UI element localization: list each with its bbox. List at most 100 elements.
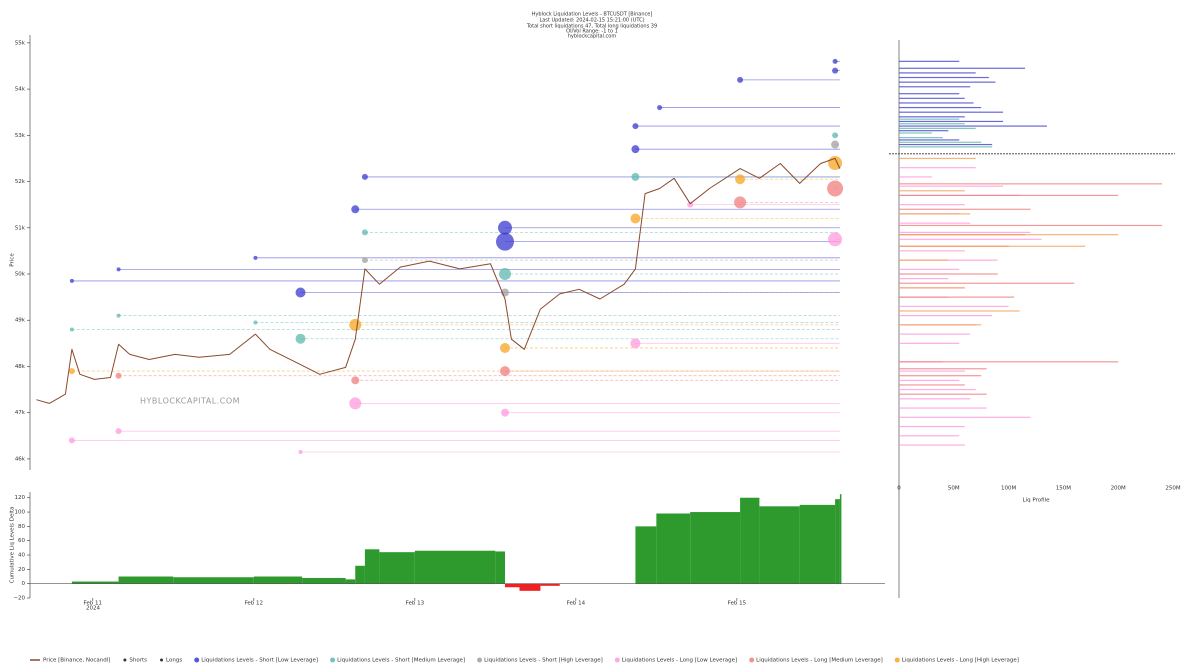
liquidation-bubble xyxy=(500,366,510,377)
liquidation-bubble xyxy=(499,267,511,280)
x-tick-label: 250M xyxy=(1165,486,1180,492)
delta-step xyxy=(690,512,741,584)
y-tick-label: 53k xyxy=(15,133,26,139)
y-tick-label: 80 xyxy=(18,524,25,530)
legend-swatch xyxy=(123,658,127,662)
delta-step xyxy=(540,583,560,586)
profile-bar xyxy=(899,425,965,428)
profile-bar xyxy=(899,125,1047,127)
liquidation-bubble xyxy=(351,205,360,214)
liquidation-bubble xyxy=(501,408,509,417)
legend-swatch xyxy=(749,657,755,663)
legend-label: Price [Binance, Nocandl] xyxy=(43,658,110,664)
liquidation-bubble xyxy=(351,376,360,385)
profile-bar xyxy=(899,157,976,160)
legend-label: Shorts xyxy=(129,658,147,664)
liquidation-bubble xyxy=(500,342,510,353)
delta-step xyxy=(519,583,541,591)
profile-bar xyxy=(899,370,965,372)
profile-bar xyxy=(899,111,1004,113)
profile-bar xyxy=(899,106,982,109)
x-tick-label: Feb 12 xyxy=(245,601,264,607)
x-tick-label: 100M xyxy=(1001,486,1016,492)
liquidation-bubble xyxy=(496,232,514,251)
y-tick-label: 0 xyxy=(22,581,26,587)
profile-bar xyxy=(899,310,1020,312)
liquidation-bubble xyxy=(361,229,368,236)
profile-bar xyxy=(899,375,982,377)
profile-bar xyxy=(899,123,965,125)
profile-bar xyxy=(899,213,971,215)
chart-subtitle: Total short liquidations 47, Total long … xyxy=(526,24,657,30)
profile-bar xyxy=(899,130,949,132)
profile-bar xyxy=(899,204,965,206)
profile-bar xyxy=(899,137,943,139)
profile-bar xyxy=(899,194,1119,197)
liquidation-bubble xyxy=(498,220,512,235)
delta-step xyxy=(302,577,346,584)
delta-step xyxy=(253,576,303,584)
delta-step xyxy=(414,550,496,584)
delta-step xyxy=(364,549,380,584)
profile-bar xyxy=(899,245,1086,247)
legend-swatch xyxy=(194,657,200,663)
x-axis-label: Liq Profile xyxy=(1023,498,1051,504)
liquidation-bubble xyxy=(632,123,639,130)
delta-step xyxy=(635,526,657,584)
profile-bar xyxy=(899,234,1119,236)
profile-bar xyxy=(899,208,1031,210)
liquidation-bubble xyxy=(295,287,306,298)
x-year-label: 2024 xyxy=(86,606,100,612)
x-tick-label: 150M xyxy=(1056,486,1071,492)
legend-swatch xyxy=(614,657,620,663)
profile-bar xyxy=(899,384,965,386)
y-tick-label: 46k xyxy=(15,456,26,462)
liquidation-bubble xyxy=(116,267,121,272)
y-tick-label: 52k xyxy=(15,179,26,185)
profile-bar xyxy=(899,185,1004,187)
profile-bar xyxy=(899,231,1031,233)
delta-step xyxy=(355,565,365,584)
profile-bar xyxy=(899,118,960,120)
delta-step xyxy=(839,494,842,584)
liquidation-bubble xyxy=(115,372,122,379)
price-line xyxy=(36,157,841,404)
liquidation-bubble xyxy=(832,67,839,74)
liquidation-bubble xyxy=(631,172,640,181)
profile-bar xyxy=(899,76,989,79)
profile-bar xyxy=(899,268,960,270)
delta-step xyxy=(740,497,760,584)
delta-step xyxy=(505,583,520,588)
delta-step xyxy=(656,513,691,584)
legend-swatch xyxy=(894,657,900,663)
profile-bar xyxy=(899,93,960,95)
y-tick-label: 49k xyxy=(15,318,26,324)
chart-subtitle: Last Updated: 2024-02-15 15:21:00 (UTC) xyxy=(539,18,644,24)
liquidation-bubble xyxy=(68,437,75,444)
x-tick-label: Feb 14 xyxy=(567,601,586,607)
profile-bar xyxy=(899,287,965,289)
legend-label: Liquidations Levels - Short [Low Leverag… xyxy=(201,658,318,664)
legend-swatch xyxy=(160,658,164,662)
liquidation-bubble xyxy=(295,333,306,344)
legend-label: Liquidations Levels - Short [Medium Leve… xyxy=(337,658,465,664)
y-tick-label: 47k xyxy=(15,410,26,416)
profile-bar xyxy=(899,238,1042,240)
liquidation-bubble xyxy=(361,173,368,180)
liquidation-bubble xyxy=(349,318,362,331)
profile-bar xyxy=(899,67,1026,69)
y-tick-label: 120 xyxy=(15,495,26,501)
profile-bar xyxy=(899,296,1015,298)
x-tick-label: 50M xyxy=(948,486,960,492)
liquidation-bubble xyxy=(115,428,122,435)
legend-swatch xyxy=(477,657,483,663)
liquidation-bubble xyxy=(349,397,362,410)
legend-label: Liquidations Levels - Long [High Leverag… xyxy=(902,658,1019,664)
delta-step xyxy=(345,579,356,584)
liquidation-bubble xyxy=(827,180,844,197)
profile-bar xyxy=(899,388,976,391)
profile-bar xyxy=(899,416,1031,418)
profile-bar xyxy=(899,167,976,169)
chart-title: Hyblock Liquidation Levels - BTCUSDT [Bi… xyxy=(532,12,653,18)
profile-bar xyxy=(899,224,1163,227)
